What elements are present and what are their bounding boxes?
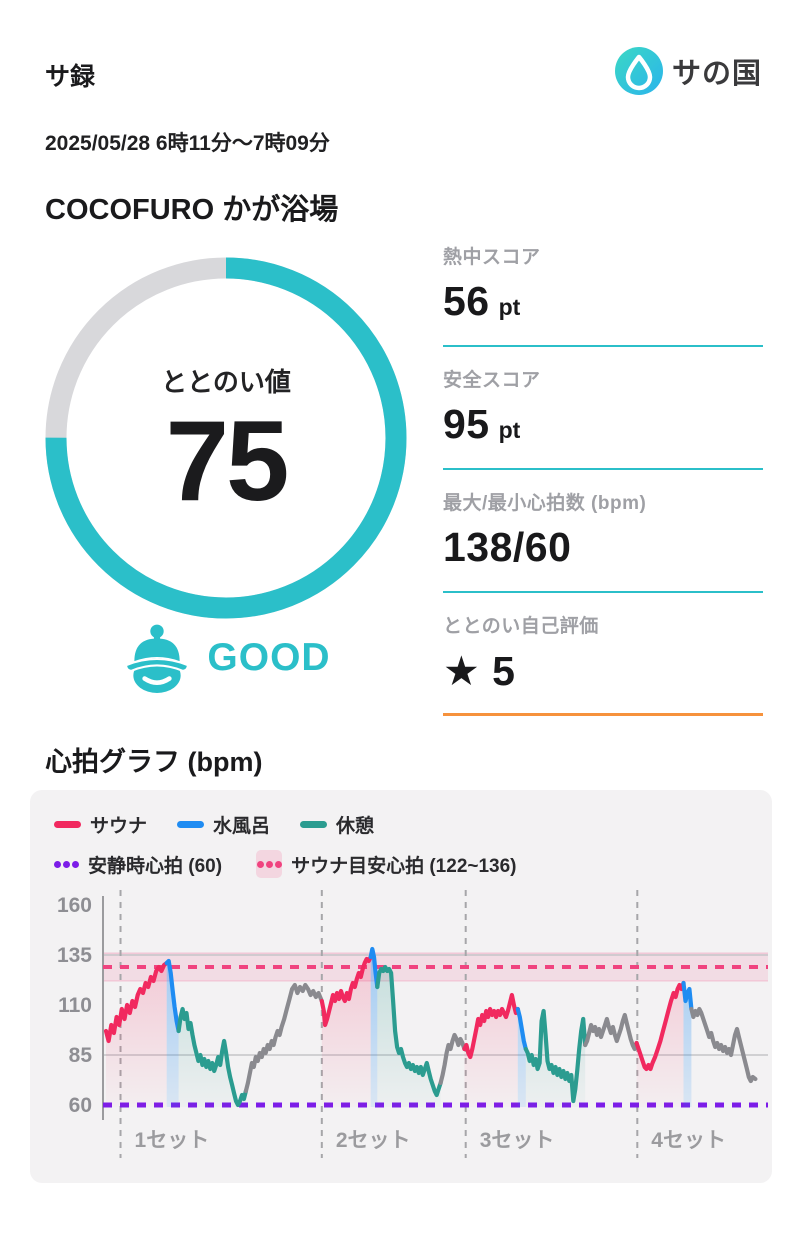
gauge-value: 75 [165, 397, 290, 525]
stat-label: 安全スコア [443, 370, 541, 391]
svg-text:3セット: 3セット [480, 1129, 555, 1152]
heart-rate-chart-card: サウナ 水風呂 休憩 安静時心拍 (60) [30, 790, 772, 1183]
svg-text:2セット: 2セット [336, 1129, 411, 1152]
water-drop-logo-icon [614, 47, 663, 95]
stat-label: 熱中スコア [443, 247, 541, 268]
rating-text: GOOD [207, 636, 331, 679]
legend-item-sauna: サウナ [54, 811, 147, 838]
chart-legend: サウナ 水風呂 休憩 安静時心拍 (60) [54, 811, 517, 878]
svg-text:110: 110 [58, 994, 92, 1017]
svg-text:4セット: 4セット [651, 1129, 726, 1152]
brand-logo: サの国 [614, 47, 762, 95]
page-title: サ録 [45, 63, 96, 91]
facility-name: COCOFURO かが浴場 [45, 194, 339, 226]
rest-line-swatch-icon [300, 821, 328, 828]
session-datetime: 2025/05/28 6時11分〜7時09分 [45, 132, 330, 155]
totonoi-gauge: ととのい値 75 [45, 257, 407, 619]
legend-item-target-band: サウナ目安心拍 (122~136) [256, 850, 517, 878]
svg-text:135: 135 [57, 944, 92, 967]
stat-safety-score: 安全スコア 95 pt [443, 347, 763, 470]
stat-label: ととのい自己評価 [443, 616, 599, 637]
svg-text:85: 85 [69, 1044, 93, 1067]
target-band-swatch-icon [256, 850, 283, 878]
stat-value: 56 pt [443, 278, 521, 324]
svg-text:60: 60 [69, 1094, 92, 1117]
resting-hr-dotted-swatch-icon [54, 860, 79, 868]
gauge-label: ととのい値 [161, 366, 291, 397]
legend-row-1: サウナ 水風呂 休憩 [54, 811, 517, 838]
sauna-hat-face-icon [125, 624, 190, 693]
stats-panel: 熱中スコア 56 pt 安全スコア 95 pt 最大/最小心拍数 (bpm) 138… [443, 224, 763, 716]
stat-value: 95 pt [443, 401, 521, 447]
stat-heat-score: 熱中スコア 56 pt [443, 224, 763, 347]
stat-self-rating: ととのい自己評価 ★ 5 [443, 593, 763, 716]
sauna-line-swatch-icon [54, 821, 81, 828]
legend-item-rest: 休憩 [300, 811, 374, 838]
legend-item-resting-hr: 安静時心拍 (60) [54, 851, 222, 878]
svg-text:160: 160 [57, 894, 92, 917]
heart-rate-chart-svg: 1セット 2セット 3セット 4セット 160 135 110 85 60 [57, 890, 768, 1158]
gauge-ring [45, 257, 407, 619]
stat-label: 最大/最小心拍数 (bpm) [443, 493, 647, 514]
stat-value: 138/60 [443, 524, 572, 570]
water-line-swatch-icon [177, 821, 205, 828]
legend-row-2: 安静時心拍 (60) サウナ目安心拍 (122~136) [54, 850, 517, 878]
svg-text:1セット: 1セット [135, 1129, 210, 1152]
rating-badge: GOOD [45, 622, 407, 694]
stat-value: ★ 5 [443, 648, 516, 694]
stat-max-min-hr: 最大/最小心拍数 (bpm) 138/60 [443, 470, 763, 593]
brand-logo-text: サの国 [671, 58, 762, 90]
chart-title: 心拍グラフ (bpm) [45, 747, 263, 777]
legend-item-water: 水風呂 [177, 811, 270, 838]
